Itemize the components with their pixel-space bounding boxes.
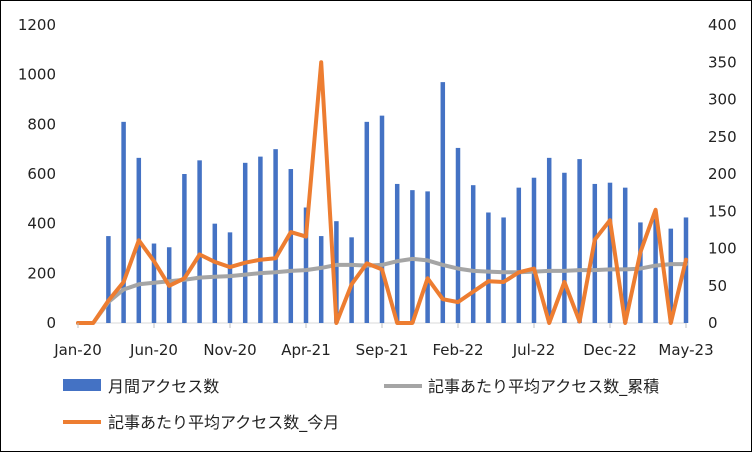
y-right-tick-label: 150: [708, 202, 737, 220]
bar-monthly-access: [182, 174, 187, 323]
y-right-tick-label: 100: [708, 240, 737, 258]
y-right-tick-label: 350: [708, 53, 737, 71]
legend-label-current: 記事あたり平均アクセス数_今月: [108, 413, 339, 433]
bar-monthly-access: [364, 121, 370, 323]
y-right-tick-label: 0: [708, 314, 718, 332]
bar-monthly-access: [349, 237, 354, 323]
bar-monthly-access: [121, 121, 126, 323]
bar-monthly-access: [242, 162, 248, 323]
bar-monthly-access: [288, 169, 294, 323]
bar-monthly-access: [197, 160, 202, 323]
bar-monthly-access: [607, 182, 613, 323]
x-tick-label: Jan-20: [53, 341, 102, 359]
bar-monthly-access: [455, 147, 461, 323]
left-axis-ticks: 0 200 400 600 800 1000 1200: [18, 16, 56, 332]
bar-monthly-access: [303, 207, 309, 323]
bar-monthly-access: [425, 191, 430, 323]
y-left-tick-label: 1200: [18, 16, 56, 34]
bar-monthly-access: [379, 115, 385, 324]
x-tick-label: Jun-20: [129, 341, 178, 359]
bar-monthly-access: [531, 177, 537, 323]
legend-swatch-monthly: [63, 379, 101, 391]
bar-monthly-access: [562, 172, 567, 323]
line-series: [76, 60, 688, 325]
x-tick-label: Sep-21: [356, 341, 409, 359]
bar-monthly-access: [273, 149, 278, 323]
x-tick-label: Feb-22: [432, 341, 483, 359]
legend-label-monthly: 月間アクセス数: [108, 377, 219, 396]
y-left-tick-label: 400: [27, 215, 56, 233]
line-current-month-average: [76, 60, 688, 325]
bar-monthly-access: [516, 187, 522, 323]
bar-monthly-access: [410, 190, 415, 323]
bar-monthly-access: [653, 218, 658, 323]
x-tick-label: Dec-22: [583, 341, 637, 359]
bar-monthly-access: [334, 221, 339, 323]
bar-monthly-access: [546, 157, 552, 323]
y-right-tick-label: 300: [708, 91, 737, 109]
bar-monthly-access: [440, 82, 446, 323]
bar-monthly-access: [318, 236, 324, 323]
x-tick-label: Nov-20: [203, 341, 256, 359]
bar-monthly-access: [486, 212, 491, 323]
legend-label-cumulative: 記事あたり平均アクセス数_累積: [428, 377, 659, 397]
bar-monthly-access: [212, 223, 218, 323]
x-tick-label: Apr-21: [281, 341, 331, 359]
x-tick-label: May-23: [658, 341, 713, 359]
bar-monthly-access: [592, 183, 598, 323]
y-left-tick-label: 600: [27, 165, 56, 183]
x-axis-ticks: Jan-20 Jun-20 Nov-20 Apr-21 Sep-21 Feb-22 Jul-…: [53, 323, 714, 359]
bar-monthly-access: [106, 236, 111, 323]
bar-monthly-access: [470, 185, 476, 323]
x-tick-label: Jul-22: [512, 341, 556, 359]
bar-monthly-access: [394, 183, 400, 323]
y-right-tick-label: 250: [708, 128, 737, 146]
right-axis-ticks: 0 50 100 150 200 250 300 350 400: [708, 16, 737, 332]
bar-monthly-access: [683, 217, 689, 323]
bar-monthly-access: [622, 187, 628, 323]
y-right-tick-label: 50: [708, 277, 727, 295]
y-right-tick-label: 200: [708, 165, 737, 183]
bar-series: [106, 82, 689, 324]
y-left-tick-label: 200: [27, 264, 56, 282]
bar-monthly-access: [501, 217, 506, 323]
y-left-tick-label: 0: [46, 314, 56, 332]
y-left-tick-label: 800: [27, 115, 56, 133]
legend: 月間アクセス数 記事あたり平均アクセス数_累積 記事あたり平均アクセス数_今月: [63, 377, 659, 433]
y-left-tick-label: 1000: [18, 66, 56, 84]
bar-monthly-access: [258, 156, 263, 323]
bar-monthly-access: [668, 228, 674, 323]
y-right-tick-label: 400: [708, 16, 737, 34]
bar-monthly-access: [577, 159, 582, 323]
bar-monthly-access: [638, 222, 643, 323]
